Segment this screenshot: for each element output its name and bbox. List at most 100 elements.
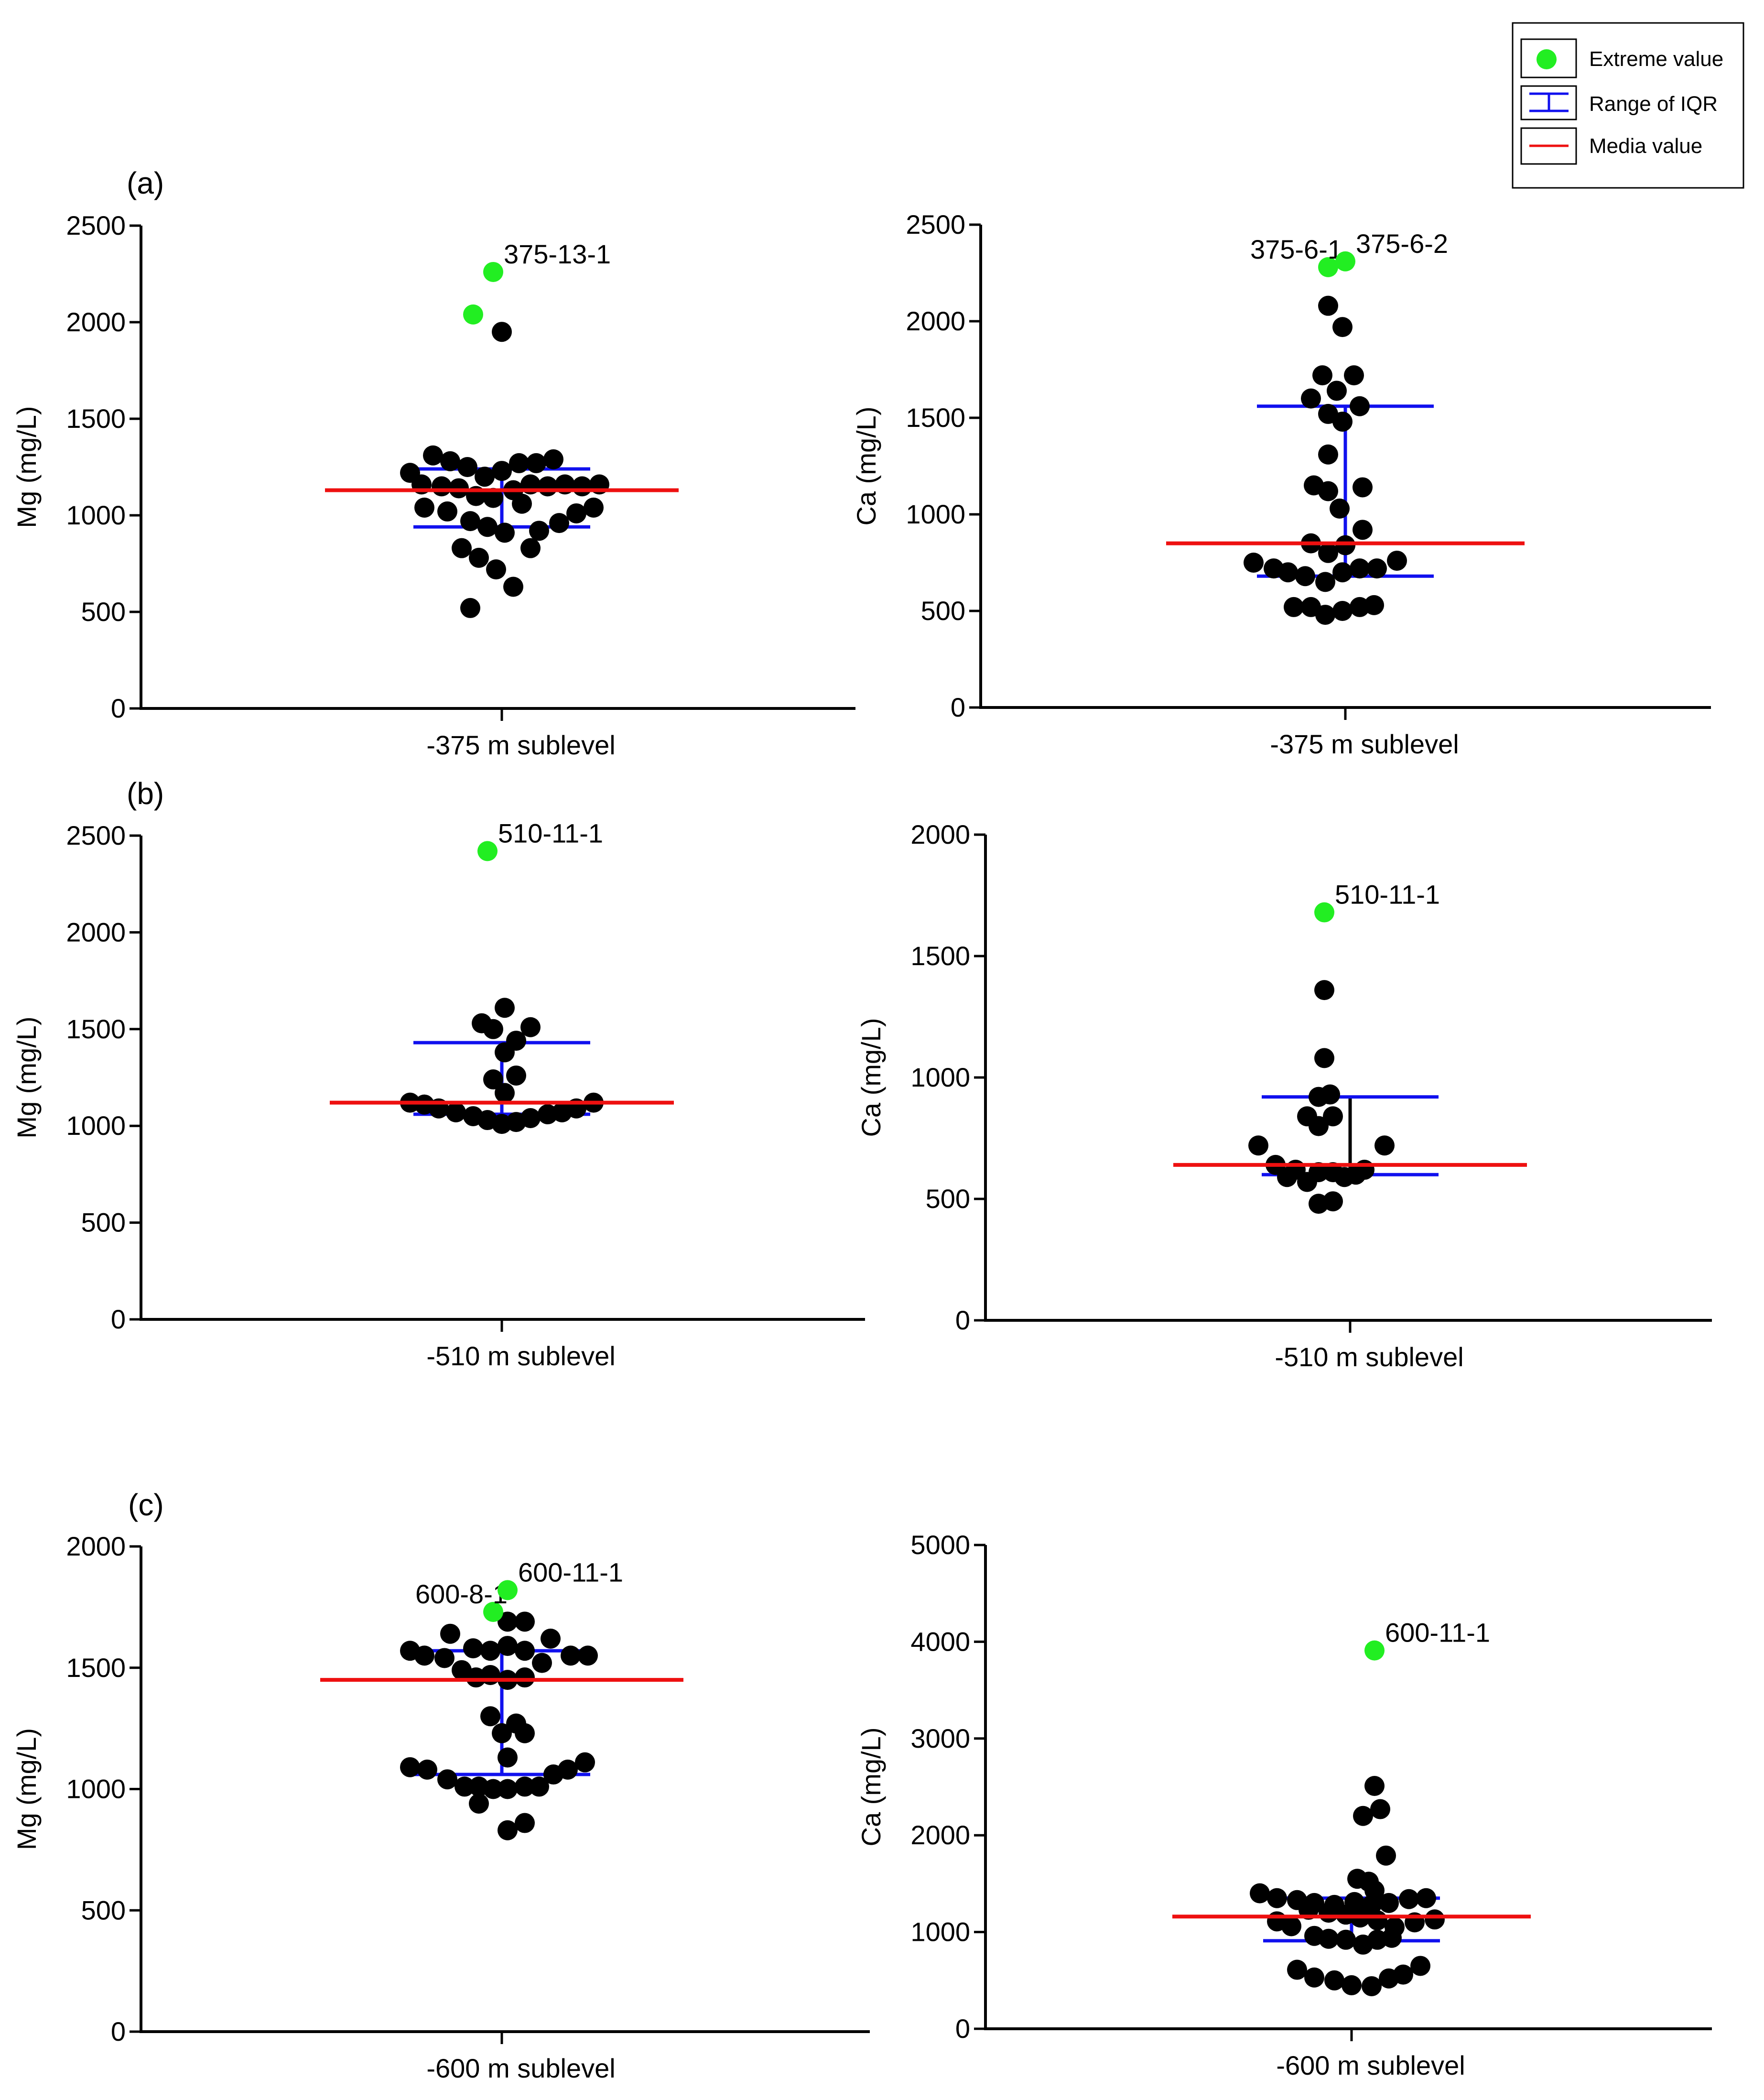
x-category-label: -510 m sublevel — [426, 1341, 615, 1371]
data-point — [515, 1776, 535, 1797]
data-point — [1350, 396, 1370, 416]
data-point — [480, 1665, 500, 1685]
extreme-point — [1318, 257, 1338, 277]
data-point — [1267, 1888, 1287, 1908]
data-point — [578, 1645, 598, 1666]
data-point — [460, 598, 480, 618]
data-point — [1318, 444, 1338, 465]
data-point — [1335, 535, 1355, 555]
data-point — [414, 1645, 434, 1666]
data-point — [1287, 1959, 1307, 1980]
x-category-label: -600 m sublevel — [426, 2053, 615, 2083]
y-tick-label: 1500 — [66, 1653, 126, 1683]
y-tick-label: 500 — [921, 596, 965, 626]
extreme-label: 375-6-2 — [1356, 228, 1448, 259]
data-point — [480, 1706, 500, 1727]
data-point — [446, 1102, 466, 1122]
data-point — [1364, 1775, 1385, 1796]
extreme-label: 375-13-1 — [504, 239, 611, 269]
data-point — [1301, 388, 1321, 409]
data-point — [1370, 1799, 1390, 1819]
data-point — [541, 1628, 561, 1649]
data-point — [1362, 1976, 1382, 1996]
data-point — [515, 1813, 535, 1833]
y-tick-label: 2500 — [906, 209, 965, 239]
data-point — [449, 478, 469, 499]
data-point — [515, 1723, 535, 1743]
data-point — [1387, 550, 1407, 571]
data-point — [1344, 365, 1364, 386]
data-point — [460, 511, 480, 532]
data-point — [1284, 597, 1304, 617]
data-point — [503, 577, 523, 597]
data-point — [414, 497, 434, 518]
data-point — [1318, 543, 1338, 563]
data-point — [515, 1667, 535, 1688]
y-tick-label: 1000 — [66, 500, 126, 530]
extreme-point — [1335, 251, 1355, 272]
extreme-label: 375-6-1 — [1250, 234, 1342, 264]
y-tick-label: 0 — [955, 2013, 970, 2044]
data-point — [566, 503, 586, 523]
data-point — [575, 1752, 595, 1773]
data-point — [469, 1793, 489, 1814]
y-tick-label: 1500 — [66, 403, 126, 434]
y-tick-label: 0 — [111, 693, 126, 723]
data-point — [1350, 558, 1370, 579]
data-point — [1319, 1928, 1339, 1949]
legend-swatch-frame-iqr — [1520, 85, 1577, 120]
x-category-label: -375 m sublevel — [426, 730, 615, 760]
data-point — [483, 1779, 503, 1799]
y-tick-label: 500 — [926, 1184, 970, 1214]
chart-c-ca: 0 1000 2000 3000 4000 5000 Ca (mg/L) -600 m sub… — [856, 1530, 1712, 2080]
extreme-label: 510-11-1 — [498, 818, 603, 848]
data-point — [452, 538, 472, 558]
x-category-label: -375 m sublevel — [1270, 729, 1459, 759]
data-point — [455, 1776, 475, 1797]
data-point — [1244, 553, 1264, 573]
data-point — [1393, 1964, 1413, 1985]
data-point — [498, 1611, 518, 1632]
data-point — [423, 445, 443, 466]
y-tick-label: 1000 — [66, 1774, 126, 1804]
data-point — [432, 476, 452, 497]
extreme-label: 600-11-1 — [518, 1557, 623, 1587]
data-point — [543, 449, 563, 469]
data-point — [1323, 1106, 1343, 1127]
data-point — [417, 1759, 437, 1780]
data-point — [538, 476, 558, 497]
data-point — [506, 1031, 526, 1051]
data-point — [1367, 1910, 1387, 1931]
data-point — [1374, 1135, 1395, 1156]
data-point — [1332, 562, 1353, 583]
y-tick-label: 2000 — [66, 917, 126, 947]
extreme-point — [463, 304, 483, 325]
y-tick-label: 1000 — [906, 499, 965, 529]
y-tick-label: 4000 — [910, 1626, 970, 1656]
data-point — [498, 1820, 518, 1840]
data-point — [498, 1747, 518, 1768]
data-point — [1364, 1880, 1385, 1901]
data-point — [1354, 1160, 1374, 1180]
extreme-label: 510-11-1 — [1335, 880, 1440, 910]
chart-a-ca: 0 500 1000 1500 2000 2500 Ca (mg/L) -375 m subl… — [851, 209, 1711, 759]
panel-label-b: (b) — [127, 776, 164, 811]
data-point — [1399, 1889, 1419, 1909]
data-point — [1324, 1970, 1344, 1991]
data-point — [561, 1645, 581, 1666]
data-point — [1327, 381, 1347, 401]
data-point — [475, 467, 495, 487]
data-point — [1332, 601, 1353, 621]
x-category-label: -600 m sublevel — [1276, 2050, 1465, 2080]
data-point — [1314, 1048, 1334, 1068]
data-point — [1364, 595, 1384, 615]
y-axis-title: Ca (mg/L) — [851, 407, 881, 526]
panel-label-a: (a) — [127, 166, 164, 200]
y-tick-label: 500 — [81, 1895, 126, 1925]
data-point — [526, 453, 546, 473]
data-point — [1353, 477, 1373, 498]
data-point — [520, 1017, 541, 1037]
y-tick-label: 2000 — [906, 306, 965, 336]
data-point — [1309, 1116, 1329, 1136]
